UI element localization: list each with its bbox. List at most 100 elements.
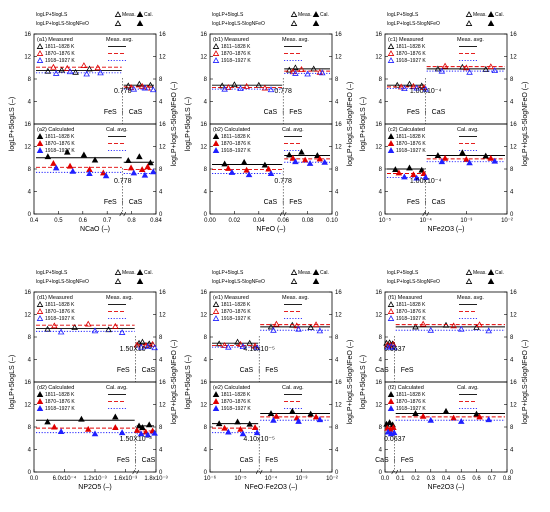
legend-marker-1 [387,391,395,397]
y-axis-label-left: logLP+5logLS (–) [360,355,367,409]
region-label-left: FeS [117,457,130,464]
data-point [418,166,426,173]
data-point [387,343,395,350]
data-point [102,172,110,179]
y-tick-label-right: 4 [159,100,163,106]
legend-meas-marker [465,11,473,17]
data-point [80,62,88,68]
region-divider-mark: i [425,110,426,116]
data-point [94,64,102,71]
data-point [487,154,495,161]
legend-cal-marker-2 [136,278,144,284]
region-label-right: CaS [432,109,446,116]
region-label-left: CaS [240,457,254,464]
legend-meas-marker [114,269,122,275]
y-tick-label-right: 8 [159,425,163,431]
legend-marker-1 [387,43,395,49]
y-tick-label-right: 8 [510,425,514,431]
data-point [253,344,261,351]
legend-meas-marker [114,11,122,17]
legend-marker-2 [387,398,395,404]
x-tick-label: 0.4 [442,476,451,482]
y-tick-label-right: 0 [510,212,514,218]
y-tick-label-left: 8 [204,425,208,431]
data-point [51,322,58,329]
y-tick-label-left: 12 [200,403,207,409]
data-point [231,81,238,88]
chart-panel-1: logLP+5logLS logLP+logLS-5logNFeO Meas. Cal… [9,11,178,233]
region-label-left: FeS [117,367,130,374]
series-name-2: 1870–1876 K [221,141,251,147]
y-tick-label-right: 4 [335,448,339,454]
region-divider-mark: i [122,110,123,116]
y-tick-label-right: 16 [159,122,166,128]
data-point [80,151,88,158]
data-point [221,85,228,92]
data-point [144,163,151,170]
data-point [321,158,328,165]
data-point [392,166,399,173]
data-point [289,154,297,161]
data-point [491,67,499,74]
threshold-value: 4.10x10⁻⁵ [243,346,275,353]
legend-cal-label: Cal. [144,12,153,18]
y-tick-label-left: 16 [200,380,207,386]
y-tick-label-right: 4 [335,100,339,106]
data-point [253,429,261,436]
legend-marker-3 [387,147,395,153]
data-point [463,64,470,71]
y-tick-label-left: 12 [24,145,31,151]
y-tick-label-right: 0 [510,470,514,476]
axis-break-symbol [391,469,398,475]
series-name-3: 1918–1927 K [396,148,426,154]
data-point [44,153,52,160]
x-tick-label: 0.2 [411,476,420,482]
data-point [91,327,99,334]
data-point [476,321,483,328]
region-label-right: CaS [432,199,446,206]
region-divider-mark: i [135,458,136,464]
y-axis-label-right: logLP+logLS-5logNFeO (–) [171,82,178,167]
data-point [267,323,275,330]
x-tick-label: 10⁻⁵ [379,217,392,224]
legend-cal-marker-2 [312,20,320,26]
data-point [243,166,250,173]
data-point [52,164,60,171]
x-tick-label: 1.8x10⁻³ [144,476,167,482]
data-point [482,152,490,159]
data-point [292,69,299,76]
x-tick-label: 0.02 [229,218,241,224]
legend-header-left: logLP+5logLS [36,270,68,276]
region-label-right: FeS [401,457,414,464]
y-tick-label-right: 12 [159,313,166,319]
legend-header-right: logLP+logLS-5logNFeO [36,21,89,27]
data-point [410,82,417,89]
x-tick-label: 0.6 [79,218,88,224]
y-tick-label-right: 8 [335,167,339,173]
y-axis-label-left: logLP+5logLS (–) [185,355,192,409]
data-point [105,326,112,333]
x-tick-label: 0.4 [30,218,39,224]
legend-cal-label: Cal. [495,12,504,18]
region-label-left: FeS [407,109,420,116]
y-tick-label-left: 8 [379,335,383,341]
data-point [58,66,66,73]
series-name-1: 1811–1828 K [45,44,75,50]
data-point [240,158,248,165]
data-point [138,82,146,89]
data-point [218,82,226,89]
series-name-3: 1918–1927 K [221,406,251,412]
region-label-right: CaS [129,199,143,206]
y-axis-label-right: logLP+logLS-5logNFeO (–) [522,340,529,425]
data-point [145,421,153,428]
y-tick-label-left: 0 [28,470,32,476]
y-tick-label-left: 16 [200,290,207,296]
threshold-value: 0.778 [114,88,132,95]
y-tick-label-left: 0 [379,212,383,218]
legend-meas-label: Meas. [122,12,136,18]
data-point [118,429,126,436]
legend-marker-2 [212,398,220,404]
data-point [270,326,277,333]
y-axis-label-right: logLP+logLS-5logNFeO (–) [347,82,354,167]
data-point [149,86,157,93]
